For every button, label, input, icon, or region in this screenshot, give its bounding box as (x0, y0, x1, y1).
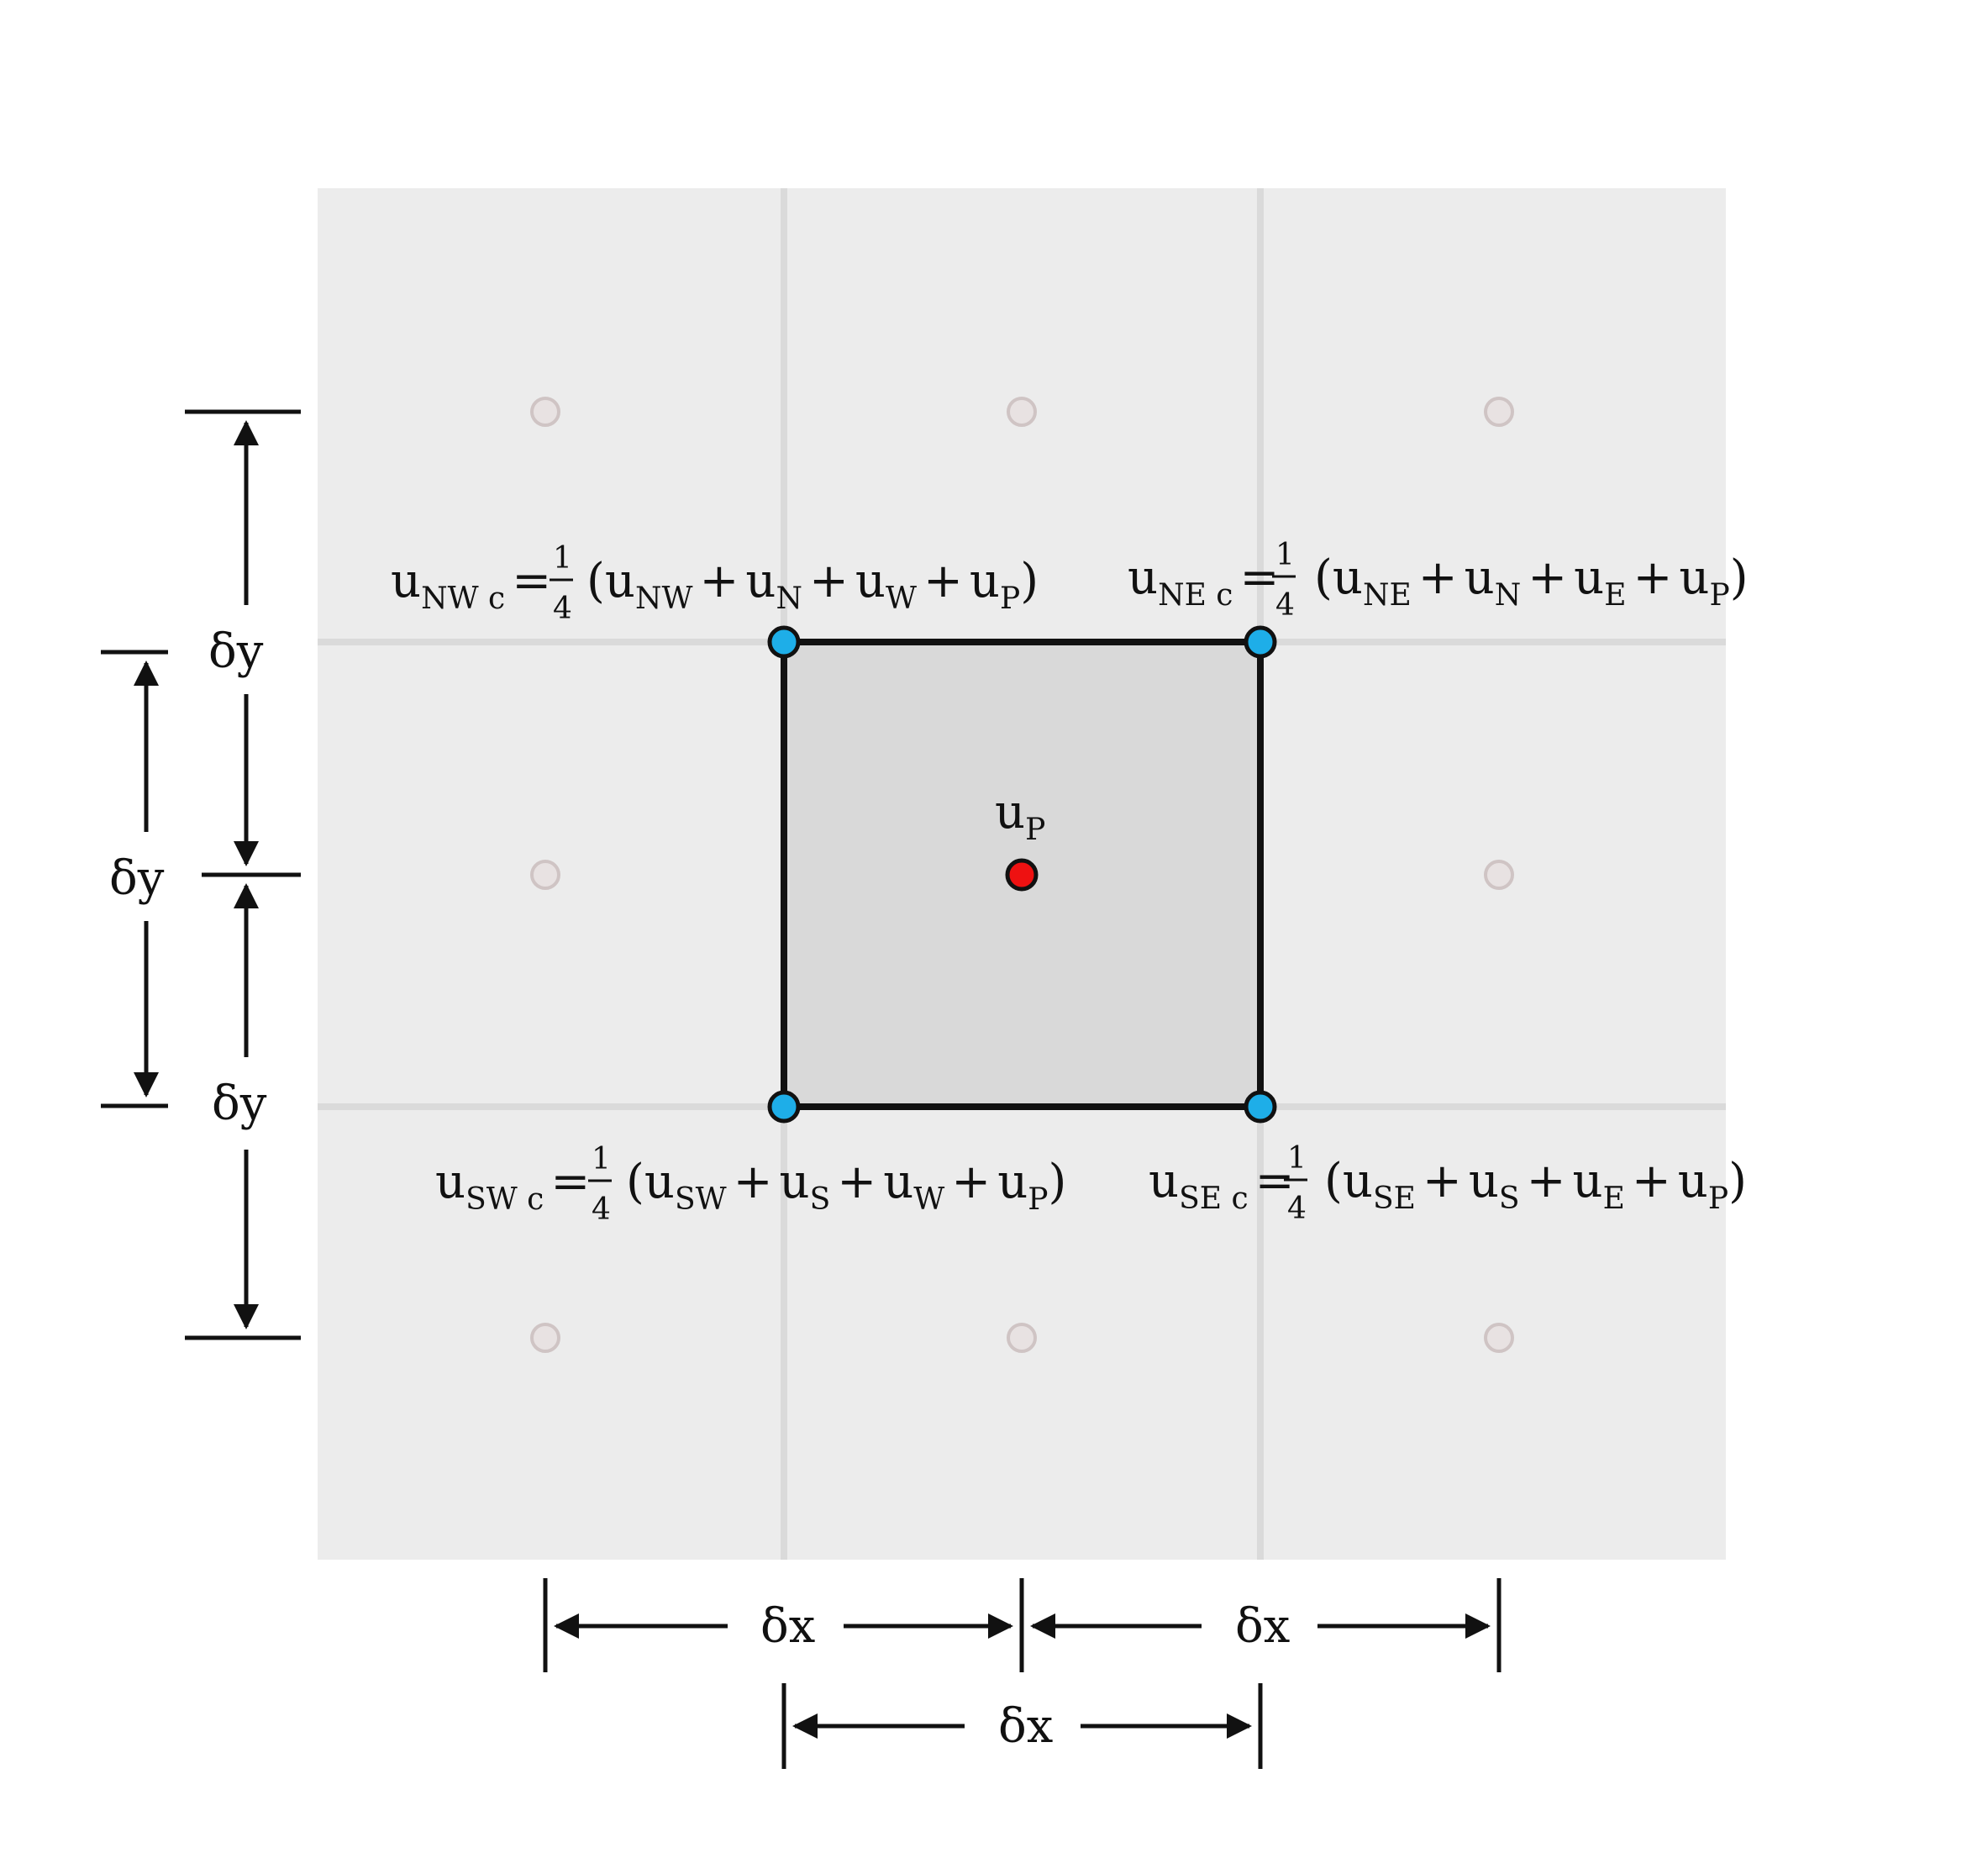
dx-label-top-right: δx (1235, 1599, 1290, 1654)
node-w (530, 860, 560, 890)
corner-node-ne (1244, 625, 1277, 659)
svg-text:(uNE+uN+uE+uP): (uNE + uN + uE + uP) (1314, 550, 1749, 613)
node-n (1007, 397, 1037, 427)
svg-text:4: 4 (592, 1192, 611, 1227)
svg-text:(uSW+uS+uW+uP): (uSW + uS + uW + uP) (626, 1155, 1066, 1217)
corner-node-nw (767, 625, 801, 659)
formula-nw: uNW c = 1 4 (uNW + uN + uW + uP) (391, 541, 1039, 626)
corner-node-se (1244, 1090, 1277, 1124)
node-s (1007, 1323, 1037, 1353)
svg-text:1: 1 (553, 541, 572, 576)
svg-text:uNE c=: uNE c = (1128, 550, 1279, 613)
node-ne (1484, 397, 1514, 427)
dx-label-top-left: δx (760, 1599, 815, 1654)
node-sw (530, 1323, 560, 1353)
svg-text:uNW c=: uNW c = (391, 554, 551, 616)
dy-label-bottom: δy (212, 1076, 267, 1131)
corner-node-sw (767, 1090, 801, 1124)
svg-text:uSW c=: uSW c = (435, 1155, 590, 1217)
svg-text:4: 4 (1275, 588, 1295, 623)
dy-label-inner: δy (109, 851, 165, 906)
formula-sw: uSW c = 1 4 (uSW + uS + uW + uP) (435, 1142, 1066, 1227)
formula-ne: uNE c = 1 4 (uNE + uN + uE + uP) (1128, 538, 1749, 623)
dx-label-bottom: δx (998, 1699, 1053, 1754)
dy-dimensions (101, 409, 301, 1340)
dx-dimensions (543, 1578, 1502, 1769)
node-se (1484, 1323, 1514, 1353)
svg-text:1: 1 (1287, 1141, 1307, 1176)
svg-text:(uSE+uS+uE+uP): (uSE + uS + uE + uP) (1324, 1154, 1747, 1216)
corner-nodes (767, 625, 1277, 1124)
node-e (1484, 860, 1514, 890)
center-label: uP (995, 785, 1045, 847)
svg-text:1: 1 (592, 1142, 611, 1176)
svg-text:1: 1 (1275, 538, 1295, 572)
neighbor-nodes (530, 397, 1514, 1353)
svg-text:uSE c=: uSE c = (1149, 1154, 1295, 1216)
dy-label-top: δy (208, 624, 264, 679)
svg-text:4: 4 (553, 592, 572, 626)
node-nw (530, 397, 560, 427)
svg-text:4: 4 (1287, 1192, 1307, 1226)
center-node (1005, 858, 1039, 892)
svg-text:(uNW+uN+uW+uP): (uNW + uN + uW + uP) (586, 554, 1039, 616)
formula-se: uSE c = 1 4 (uSE + uS + uE + uP) (1149, 1141, 1747, 1226)
